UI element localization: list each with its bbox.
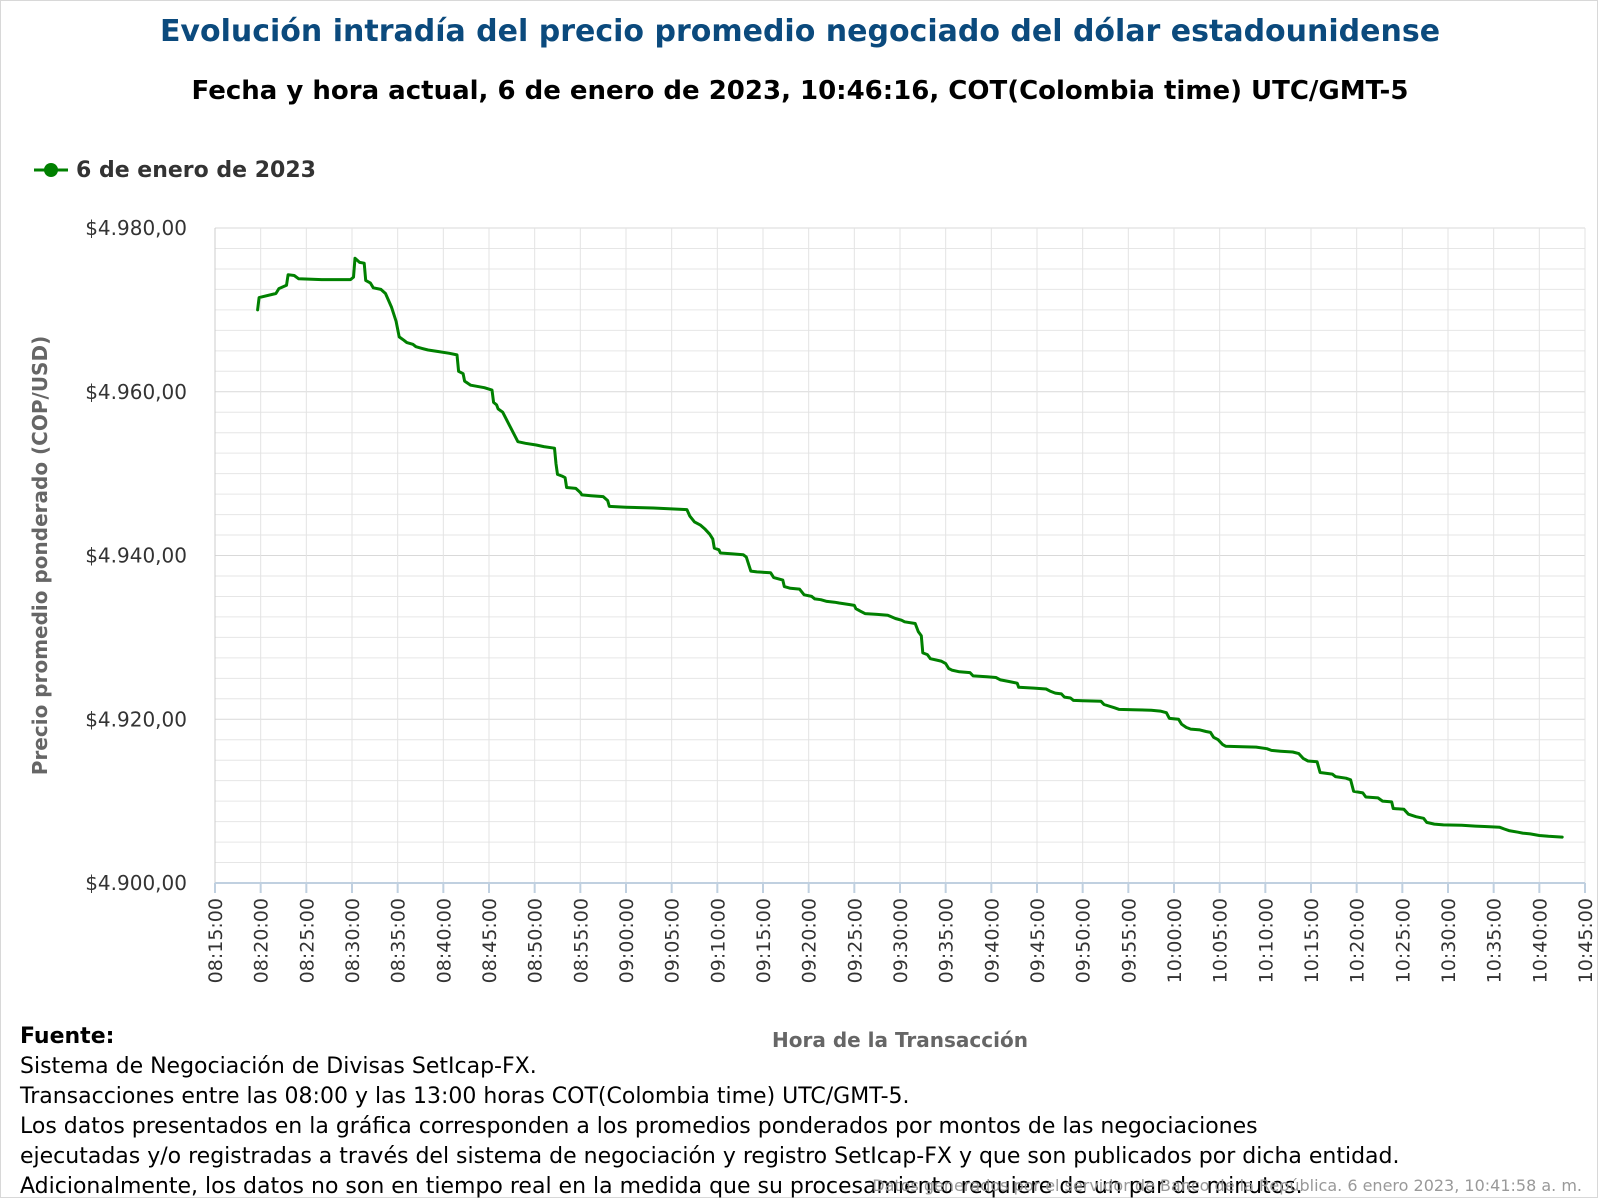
- legend-line-marker-icon: [34, 163, 68, 177]
- x-tick-label: 10:30:00: [1438, 898, 1460, 983]
- axis-labels: $4.900,00 $4.920,00 $4.940,00 $4.960,00 $4.9…: [28, 216, 1597, 1052]
- series-layer: [256, 256, 1564, 839]
- x-tick-label: 08:40:00: [433, 898, 455, 983]
- x-tick-label: 10:10:00: [1255, 898, 1277, 983]
- source-line: Los datos presentados en la gráfica corr…: [20, 1114, 1258, 1139]
- x-tick-label: 09:25:00: [844, 898, 866, 983]
- x-tick-label: 10:25:00: [1392, 898, 1414, 983]
- legend-series-label: 6 de enero de 2023: [76, 157, 316, 183]
- y-axis-title: Precio promedio ponderado (COP/USD): [28, 336, 52, 775]
- source-title: Fuente:: [20, 1024, 115, 1049]
- source-line: Transacciones entre las 08:00 y las 13:0…: [20, 1084, 910, 1109]
- credits-text[interactable]: Datos generados por el servidor de Banco…: [872, 1176, 1582, 1195]
- y-tick-label: $4.920,00: [85, 707, 187, 731]
- x-tick-label: 09:35:00: [936, 898, 958, 983]
- x-tick-label: 10:35:00: [1484, 898, 1506, 983]
- axes: [214, 228, 1586, 893]
- x-tick-label: 08:20:00: [251, 898, 273, 983]
- x-tick-label: 10:20:00: [1347, 898, 1369, 983]
- y-tick-label: $4.940,00: [85, 544, 187, 568]
- x-tick-label: 09:05:00: [662, 898, 684, 983]
- x-tick-label: 09:50:00: [1073, 898, 1095, 983]
- x-tick-label: 08:50:00: [525, 898, 547, 983]
- x-tick-label: 10:45:00: [1575, 898, 1597, 983]
- x-tick-label: 09:15:00: [753, 898, 775, 983]
- x-tick-label: 09:45:00: [1027, 898, 1049, 983]
- y-tick-label: $4.980,00: [85, 216, 187, 240]
- y-tick-label: $4.960,00: [85, 380, 187, 404]
- x-tick-label: 08:30:00: [342, 898, 364, 983]
- x-tick-label: 09:55:00: [1118, 898, 1140, 983]
- chart-title: Evolución intradía del precio promedio n…: [159, 14, 1441, 49]
- x-axis-title: Hora de la Transacción: [772, 1028, 1028, 1052]
- x-tick-label: 10:00:00: [1164, 898, 1186, 983]
- x-tick-label: 10:15:00: [1301, 898, 1323, 983]
- x-tick-label: 09:10:00: [707, 898, 729, 983]
- source-note: Fuente: Sistema de Negociación de Divisa…: [20, 1022, 1580, 1202]
- x-tick-label: 08:55:00: [570, 898, 592, 983]
- source-line: Adicionalmente, los datos no son en tiem…: [20, 1174, 1303, 1199]
- source-line: Sistema de Negociación de Divisas SetIca…: [20, 1054, 537, 1079]
- x-tick-label: 10:40:00: [1529, 898, 1551, 983]
- legend-dot: [44, 163, 58, 177]
- source-line: ejecutadas y/o registradas a través del …: [20, 1144, 1400, 1169]
- x-tick-label: 09:40:00: [981, 898, 1003, 983]
- legend[interactable]: 6 de enero de 2023: [34, 155, 316, 185]
- chart-subtitle: Fecha y hora actual, 6 de enero de 2023,…: [191, 76, 1409, 106]
- x-tick-label: 08:25:00: [296, 898, 318, 983]
- x-tick-label: 08:45:00: [479, 898, 501, 983]
- series-line-6-de-enero-de-2023: [256, 256, 1564, 839]
- x-tick-label: 09:30:00: [890, 898, 912, 983]
- x-tick-label: 09:20:00: [799, 898, 821, 983]
- x-tick-label: 09:00:00: [616, 898, 638, 983]
- x-tick-label: 10:05:00: [1210, 898, 1232, 983]
- x-tick-label: 08:15:00: [205, 898, 227, 983]
- x-tick-label: 08:35:00: [388, 898, 410, 983]
- grid-lines: [214, 227, 1586, 883]
- y-tick-label: $4.900,00: [85, 871, 187, 895]
